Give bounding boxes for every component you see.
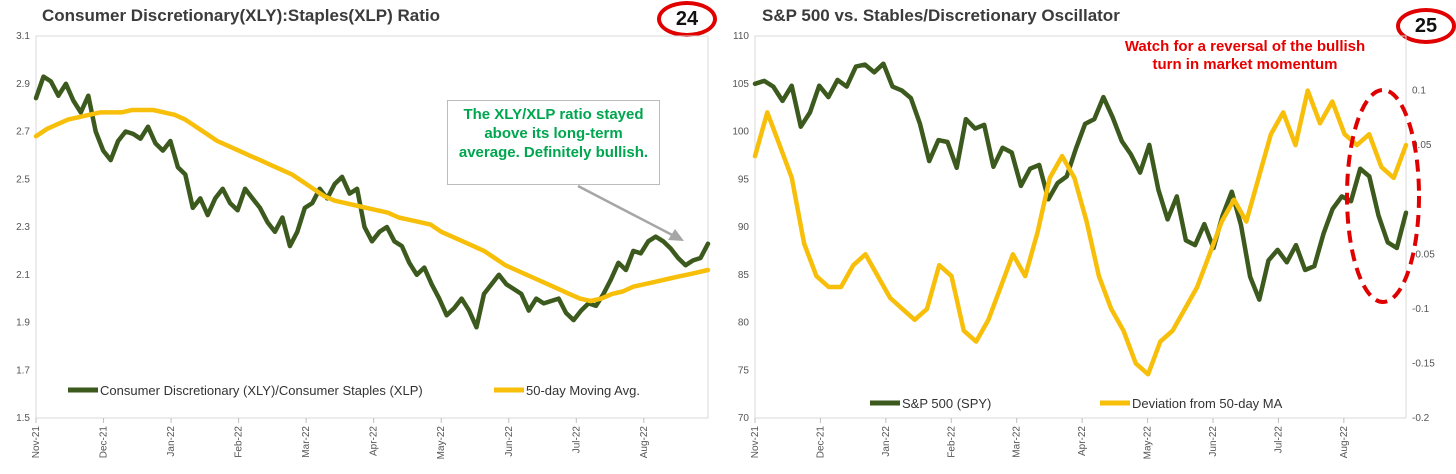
plot-area-border (35, 35, 709, 419)
legend-label: Deviation from 50-day MA (1132, 396, 1283, 411)
x-tick-label: Jul-22 (571, 426, 582, 454)
y-tick-label: 75 (738, 365, 750, 376)
x-tick-label: Jan-22 (166, 426, 177, 457)
x-tick-label: Feb-22 (946, 426, 957, 458)
y-tick-label: 2.1 (16, 270, 30, 281)
x-tick-label: Apr-22 (369, 426, 380, 456)
y-tick-label: 2.3 (16, 222, 30, 233)
left-chart-annotation: The XLY/XLP ratio stayed above its long-… (447, 100, 660, 185)
left-chart-title: Consumer Discretionary(XLY):Staples(XLP)… (42, 6, 441, 25)
y-tick-label: 70 (738, 413, 750, 424)
right-chart-plot: 110 105 100 95 90 85 80 75 70 0.1 0.05 -0.05 -0.1 -0.… (732, 31, 1435, 460)
legend-label: Consumer Discretionary (XLY)/Consumer St… (100, 383, 423, 398)
y-tick-label: 1.7 (16, 365, 30, 376)
y-tick-label: 3.1 (16, 31, 30, 42)
y2-tick-label: 0.05 (1412, 140, 1432, 151)
right-chart-panel: S&P 500 vs. Stables/Discretionary Oscill… (720, 0, 1456, 474)
x-tick-label: Nov-21 (31, 426, 42, 459)
legend-label: S&P 500 (SPY) (902, 396, 991, 411)
y-tick-label: 85 (738, 270, 750, 281)
annotation-arrow-line (577, 184, 679, 240)
y2-tick-label: -0.2 (1412, 413, 1430, 424)
x-tick-label: May-22 (436, 426, 447, 460)
y2-tick-label: 0.1 (1412, 86, 1426, 97)
series-line-secondary (33, 107, 711, 304)
x-tick-label: Nov-21 (750, 426, 761, 459)
x-tick-label: Mar-22 (1012, 426, 1023, 458)
y-tick-label: 1.9 (16, 318, 30, 329)
right-chart-title: S&P 500 vs. Stables/Discretionary Oscill… (762, 6, 1120, 25)
x-tick-label: Jan-22 (881, 426, 892, 457)
x-tick-label: Jun-22 (504, 426, 515, 457)
left-chart-panel: Consumer Discretionary(XLY):Staples(XLP)… (0, 0, 720, 474)
right-chart-number-badge: 25 (1396, 8, 1456, 44)
annotation-arrow-head (668, 229, 684, 241)
highlight-dashed-ellipse (1345, 88, 1421, 304)
series-line-secondary (752, 88, 1409, 377)
y-tick-label: 1.5 (16, 413, 30, 424)
y-tick-label: 90 (738, 222, 750, 233)
x-tick-label: May-22 (1143, 426, 1154, 460)
y-tick-label: 80 (738, 318, 750, 329)
y2-tick-label: -0.15 (1412, 358, 1435, 369)
y-tick-label: 2.5 (16, 174, 30, 185)
x-tick-label: Jun-22 (1208, 426, 1219, 457)
y-tick-label: 110 (733, 31, 749, 42)
y2-tick-label: -0.05 (1412, 249, 1435, 260)
x-tick-label: Aug-22 (639, 426, 650, 459)
legend-label: 50-day Moving Avg. (526, 383, 640, 398)
y-tick-label: 105 (732, 79, 749, 90)
y-tick-label: 95 (738, 174, 750, 185)
x-tick-label: Apr-22 (1077, 426, 1088, 456)
y-tick-label: 100 (732, 127, 749, 138)
y-tick-label: 2.7 (16, 127, 30, 138)
x-tick-label: Jul-22 (1273, 426, 1284, 454)
y-tick-label: 2.9 (16, 79, 30, 90)
left-chart-number-badge: 24 (657, 1, 717, 37)
plot-area-border (754, 35, 1407, 419)
x-tick-label: Dec-21 (99, 426, 110, 459)
x-tick-label: Aug-22 (1339, 426, 1350, 459)
y2-tick-label: -0.1 (1412, 304, 1430, 315)
right-chart-annotation: Watch for a reversal of the bullish turn… (1124, 38, 1366, 73)
series-line-primary (752, 61, 1409, 302)
series-line-primary (33, 74, 711, 330)
x-tick-label: Dec-21 (815, 426, 826, 459)
x-tick-label: Mar-22 (301, 426, 312, 458)
x-tick-label: Feb-22 (234, 426, 245, 458)
